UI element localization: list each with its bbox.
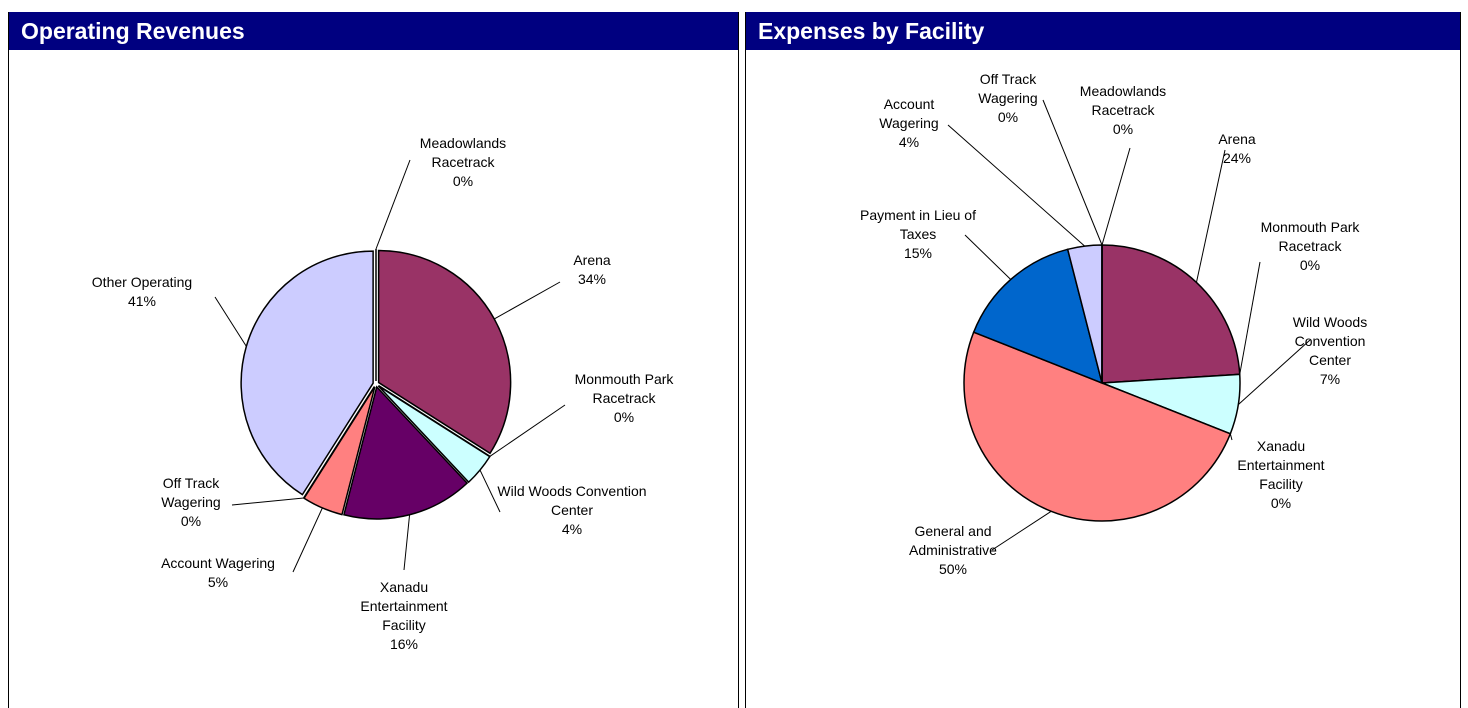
leader-line — [231, 497, 304, 506]
leader-line — [494, 281, 561, 320]
leader-line — [403, 514, 411, 571]
slice-percent: 41% — [127, 293, 157, 309]
panel: Expenses by Facility — [745, 12, 1461, 708]
pie-slice — [963, 331, 1232, 522]
pie-slice — [1101, 244, 1241, 384]
slice-percent: 4% — [898, 134, 920, 150]
slice-label: Monmouth Park Racetrack — [574, 371, 674, 406]
slice-percent: 24% — [1222, 150, 1252, 166]
slice-percent: 0% — [1299, 257, 1321, 273]
slice-label: Xanadu Entertainment Facility — [1237, 438, 1325, 492]
leader-line — [947, 124, 1086, 247]
slice-label: Off Track Wagering — [978, 71, 1038, 106]
leader-line — [292, 507, 323, 573]
slice-label: Arena — [1218, 131, 1256, 147]
leader-line — [991, 510, 1052, 551]
pie-slice — [972, 248, 1104, 385]
leader-line — [375, 159, 411, 250]
slice-label: Xanadu Entertainment Facility — [360, 579, 448, 633]
slice-label: Meadowlands Racetrack — [419, 135, 507, 170]
leader-line — [214, 296, 247, 347]
pie-slice — [377, 385, 491, 484]
chart-title: Operating Revenues — [9, 12, 738, 50]
slice-label: Payment in Lieu of Taxes — [860, 207, 976, 242]
slice-label: Meadowlands Racetrack — [1079, 83, 1167, 118]
slice-percent: 7% — [1319, 371, 1341, 387]
pie-slice — [377, 249, 512, 455]
leader-line — [489, 404, 566, 457]
slice-label: Arena — [573, 252, 611, 268]
slice-label: Wild Woods Convention Center — [497, 483, 647, 518]
leader-line — [1237, 339, 1311, 405]
chart-title: Expenses by Facility — [746, 12, 1460, 50]
slice-percent: 0% — [613, 409, 635, 425]
slice-percent: 0% — [452, 173, 474, 189]
slice-percent: 15% — [903, 245, 933, 261]
slice-percent: 34% — [577, 271, 607, 287]
leader-line — [479, 469, 501, 513]
slice-label: Wild Woods Convention Center — [1292, 314, 1368, 368]
leader-line — [1239, 261, 1261, 375]
slice-percent: 0% — [180, 513, 202, 529]
pie-slice — [240, 250, 374, 496]
slice-percent: 0% — [1270, 495, 1292, 511]
slice-percent: 0% — [1112, 121, 1134, 137]
slice-percent: 0% — [997, 109, 1019, 125]
slice-percent: 4% — [561, 521, 583, 537]
leader-line — [964, 234, 1012, 280]
slice-label: Other Operating — [91, 274, 193, 290]
leader-line — [1042, 99, 1103, 246]
slice-percent: 16% — [389, 636, 419, 652]
slice-label: Account Wagering — [879, 96, 939, 131]
slice-percent: 5% — [207, 574, 229, 590]
leader-line — [1101, 147, 1131, 246]
panel: Operating Revenues — [8, 12, 739, 708]
slice-label: General and Administrative — [909, 523, 997, 558]
slice-label: Off Track Wagering — [161, 475, 221, 510]
leader-line — [1195, 149, 1226, 283]
slice-percent: 50% — [938, 561, 968, 577]
slice-label: Account Wagering — [161, 555, 275, 571]
slice-label: Monmouth Park Racetrack — [1260, 219, 1360, 254]
